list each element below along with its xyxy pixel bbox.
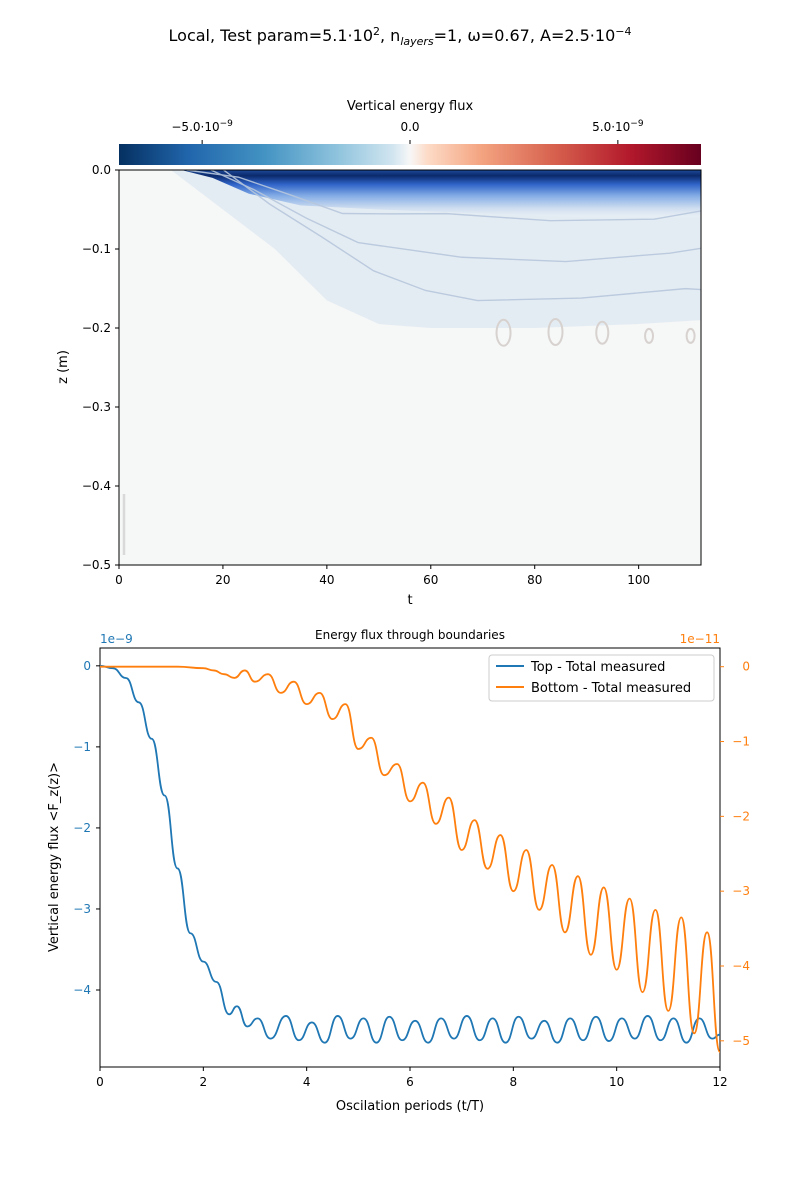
line-x-tick-label: 10 [609, 1075, 624, 1089]
line-x-tick-label: 4 [303, 1075, 311, 1089]
legend: Top - Total measured Bottom - Total meas… [488, 654, 715, 702]
line-x-tick-label: 2 [200, 1075, 208, 1089]
left-y-tick-label: −4 [73, 983, 91, 997]
heatmap-x-ticks: 0 20 40 60 80 100 [115, 565, 650, 587]
series-line-top [99, 664, 721, 1044]
line-chart-left-ticks: 0 −1 −2 −3 −4 [73, 659, 100, 997]
line-chart-title: Energy flux through boundaries [315, 628, 505, 642]
heatmap-positive-blob [595, 320, 610, 345]
right-y-tick-label: −2 [732, 809, 750, 823]
heatmap-xlabel: t [407, 593, 412, 608]
left-axis-offset-label: 1e−9 [100, 632, 133, 646]
heatmap-contour-line [209, 170, 701, 263]
heatmap-x-tick-label: 100 [627, 573, 650, 587]
line-chart-right-ticks: 0 −1 −2 −3 −4 −5 [720, 660, 750, 1048]
heatmap-ylabel: z (m) [56, 350, 71, 384]
legend-label-top: Top - Total measured [530, 660, 665, 675]
heatmap-y-tick-label: −0.3 [82, 400, 111, 414]
line-chart-series [99, 664, 721, 1053]
heatmap-x-tick-label: 60 [423, 573, 438, 587]
heatmap-positive-contours [495, 317, 696, 347]
right-y-tick-label: 0 [742, 660, 750, 674]
left-y-tick-label: −2 [73, 821, 91, 835]
heatmap-x-tick-label: 20 [215, 573, 230, 587]
left-y-tick-label: −1 [73, 740, 91, 754]
legend-label-bottom: Bottom - Total measured [531, 681, 691, 696]
heatmap-x-tick-label: 80 [527, 573, 542, 587]
line-chart-ylabel: Vertical energy flux <F_z(z)> [47, 762, 62, 952]
heatmap-contour-line [186, 170, 701, 222]
line-chart-xlabel: Oscilation periods (t/T) [336, 1099, 484, 1114]
colorbar-gradient [119, 144, 701, 165]
right-axis-offset-label: 1e−11 [680, 632, 720, 646]
heatmap-positive-blob [547, 317, 564, 346]
heatmap-x-tick-label: 0 [115, 573, 123, 587]
left-y-tick-label: 0 [83, 659, 91, 673]
right-y-tick-label: −4 [732, 959, 750, 973]
legend-box [488, 654, 715, 702]
heatmap-positive-blob [685, 327, 696, 344]
heatmap-y-tick-label: −0.1 [82, 242, 111, 256]
line-x-tick-label: 8 [510, 1075, 518, 1089]
heatmap-positive-blob [644, 327, 655, 344]
series-line-bottom [100, 665, 721, 1053]
line-x-tick-label: 0 [96, 1075, 104, 1089]
colorbar-tick-label: −5.0·10−9 [171, 119, 233, 134]
colorbar-tick-label: 5.0·10−9 [592, 119, 644, 134]
heatmap-panel: 0 20 40 60 80 100 0.0 −0.1 −0.2 −0.3 −0.4 −0.5 t z… [56, 163, 702, 608]
left-y-tick-label: −3 [73, 902, 91, 916]
line-x-tick-label: 6 [406, 1075, 414, 1089]
heatmap-surface-band [181, 170, 701, 218]
right-y-tick-label: −1 [732, 735, 750, 749]
heatmap-y-tick-label: −0.4 [82, 479, 111, 493]
colorbar-tick-label: 0.0 [400, 120, 419, 134]
heatmap-x-tick-label: 40 [319, 573, 334, 587]
heatmap-y-ticks: 0.0 −0.1 −0.2 −0.3 −0.4 −0.5 [82, 163, 119, 572]
line-chart-panel: Energy flux through boundaries 0 2 4 6 8 10 12… [47, 628, 750, 1114]
colorbar: Vertical energy flux −5.0·10−9 0.0 5.0·10−… [119, 99, 701, 165]
line-chart-frame [99, 647, 721, 1068]
heatmap-contours [186, 170, 701, 302]
line-x-tick-label: 12 [712, 1075, 727, 1089]
heatmap-y-tick-label: −0.5 [82, 558, 111, 572]
right-y-tick-label: −5 [732, 1034, 750, 1048]
heatmap-frame [118, 169, 702, 566]
heatmap-contour-line [222, 170, 701, 302]
heatmap-positive-blob [495, 318, 512, 347]
colorbar-ticks: −5.0·10−9 0.0 5.0·10−9 [171, 119, 644, 144]
heatmap-y-tick-label: −0.2 [82, 321, 111, 335]
line-chart-x-ticks: 0 2 4 6 8 10 12 [96, 1067, 728, 1089]
heatmap-y-tick-label: 0.0 [92, 163, 111, 177]
colorbar-label: Vertical energy flux [347, 99, 474, 114]
right-y-tick-label: −3 [732, 884, 750, 898]
figure-title: Local, Test param=5.1·102, nlayers=1, ω=… [169, 25, 632, 48]
